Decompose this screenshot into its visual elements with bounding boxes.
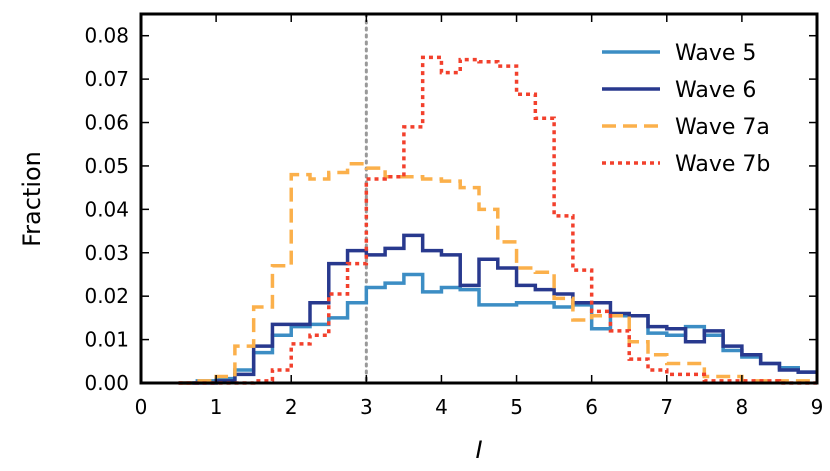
series-line-wave-7b	[178, 55, 817, 385]
y-tick-label: 0.07	[84, 67, 129, 91]
x-tick-label: 8	[736, 395, 749, 419]
axes: 0 1 2 3 4 5 6 7 8 9 0.00 0.01 0.02 0.03 0.04 0.05 0.06 0.…	[84, 12, 824, 419]
series-line-wave-5	[178, 272, 817, 385]
series-line-wave-6	[178, 233, 817, 385]
series-line-wave-7a	[178, 162, 817, 385]
y-tick-label: 0.03	[84, 241, 129, 265]
y-tick-label: 0.06	[84, 111, 129, 135]
x-tick-label: 0	[135, 395, 148, 419]
x-tick-label: 4	[435, 395, 448, 419]
x-tick-label: 2	[285, 395, 298, 419]
x-tick-label: 3	[360, 395, 373, 419]
y-axis-title: Fraction	[18, 151, 46, 247]
y-tick-label: 0.01	[84, 328, 129, 352]
legend: Wave 5 Wave 6 Wave 7a Wave 7b	[602, 41, 770, 177]
y-tick-label: 0.02	[84, 284, 129, 308]
y-tick-label: 0.00	[84, 371, 129, 395]
legend-label: Wave 7b	[675, 152, 770, 177]
legend-label: Wave 6	[675, 78, 756, 103]
plot-area	[178, 12, 817, 385]
legend-label: Wave 7a	[675, 115, 770, 140]
axes-frame	[139, 12, 819, 385]
x-tick-label: 9	[811, 395, 824, 419]
legend-label: Wave 5	[675, 41, 756, 66]
y-tick-label: 0.08	[84, 24, 129, 48]
x-tick-label: 5	[510, 395, 523, 419]
x-tick-label: 6	[585, 395, 598, 419]
y-tick-label: 0.05	[84, 154, 129, 178]
x-tick-label: 1	[210, 395, 223, 419]
x-axis-title: I	[475, 436, 482, 464]
y-tick-label: 0.04	[84, 197, 129, 221]
x-tick-label: 7	[660, 395, 673, 419]
